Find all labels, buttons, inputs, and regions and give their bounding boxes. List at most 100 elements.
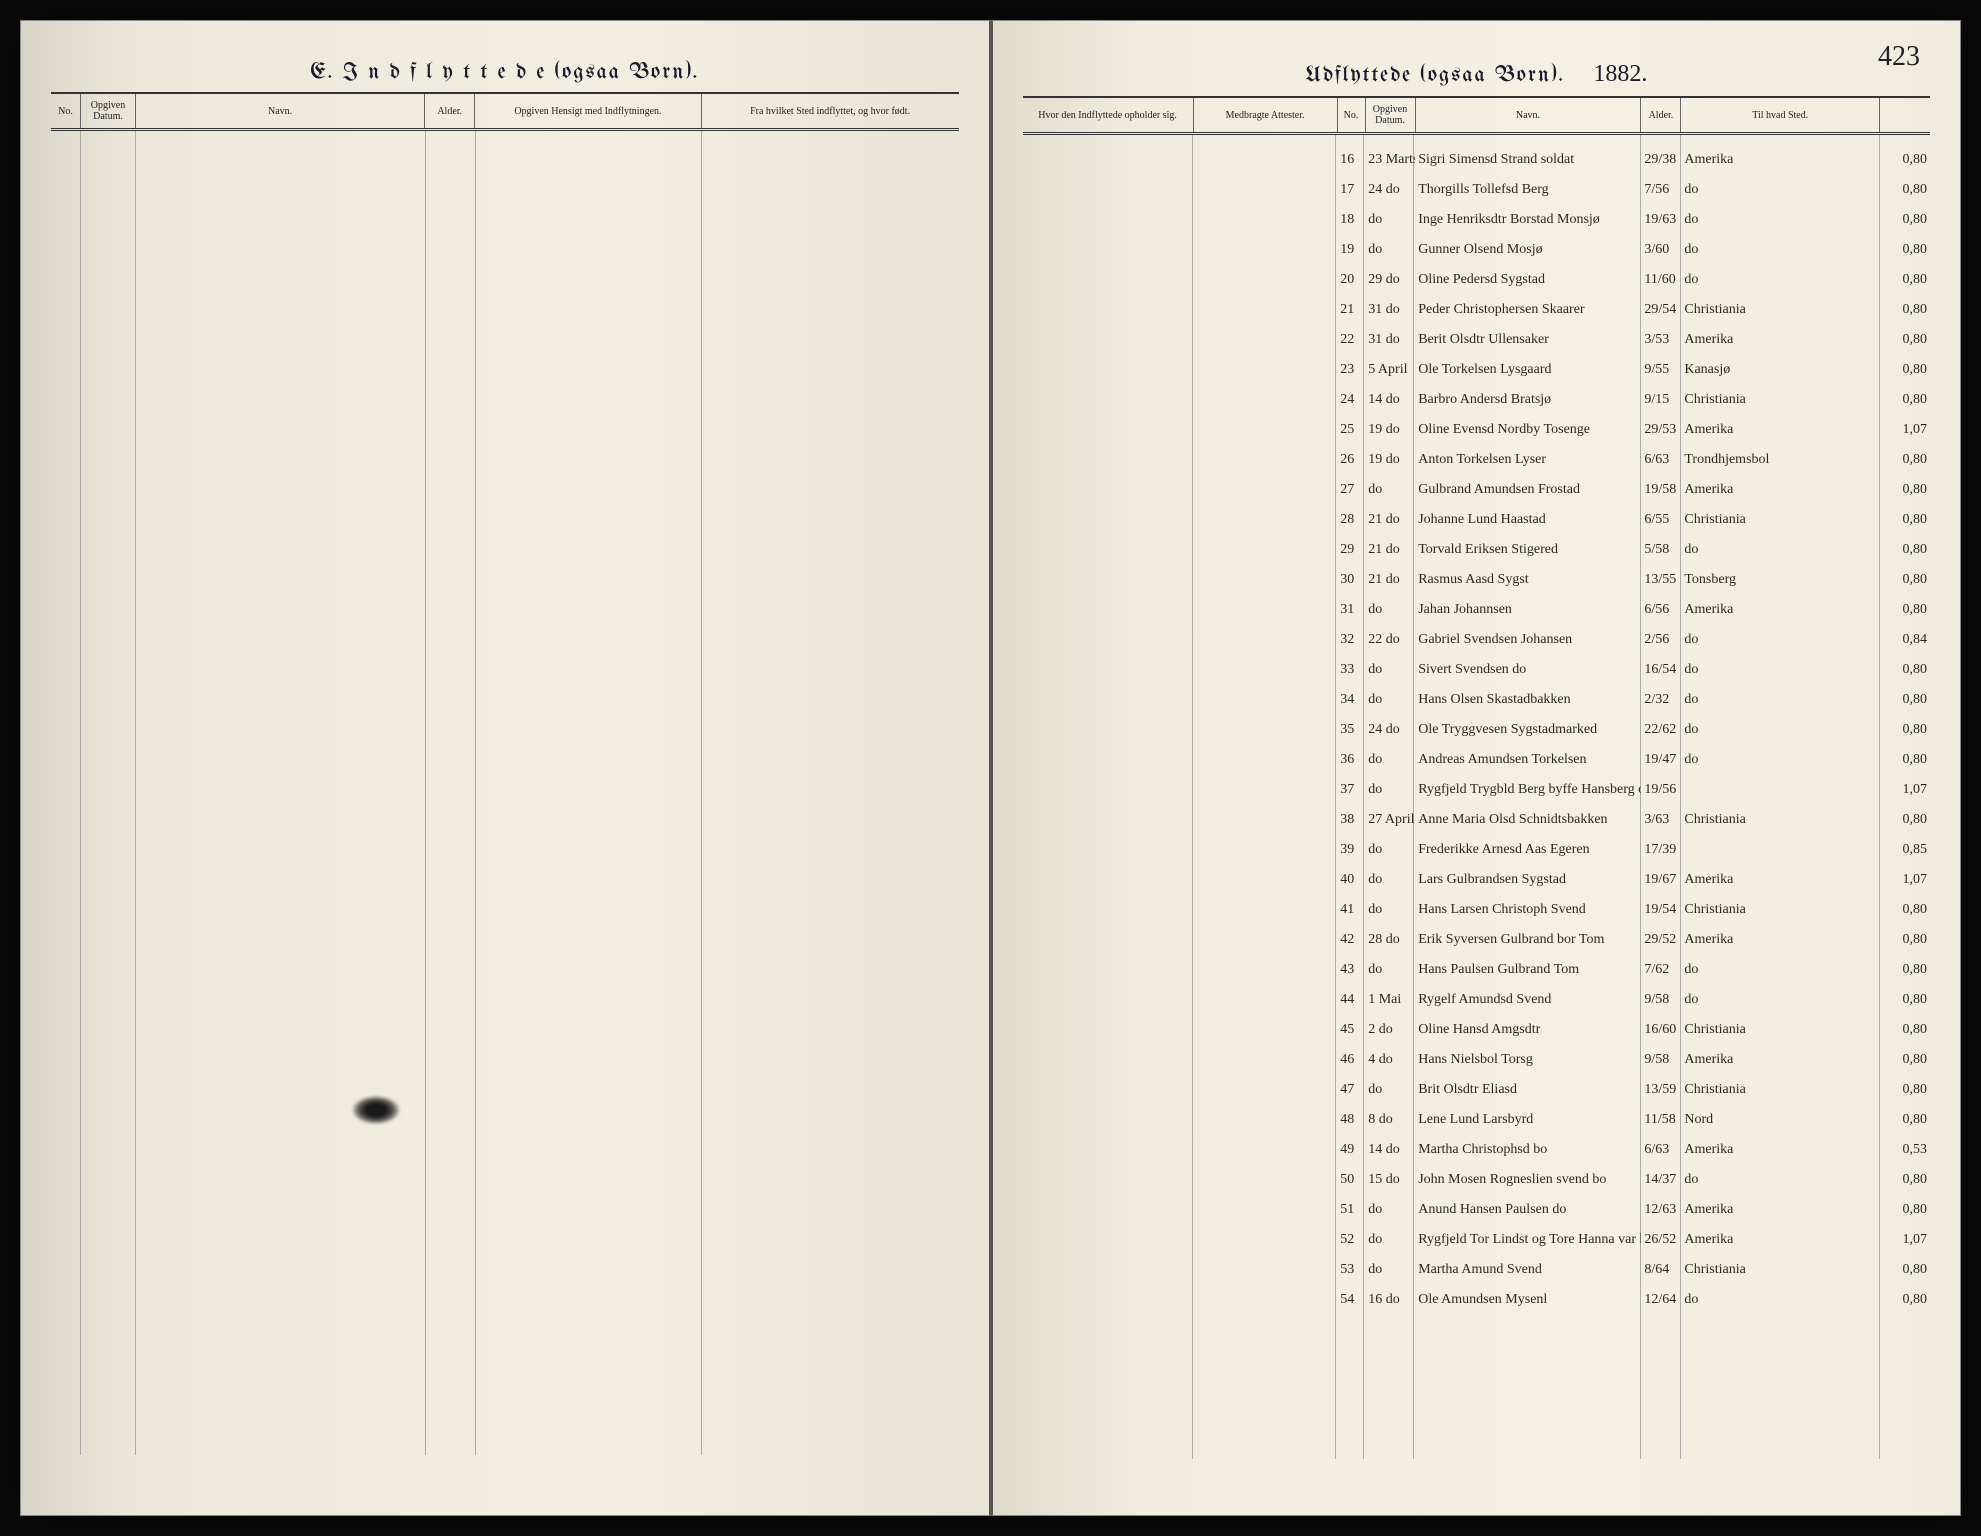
entry-row: 19doGunner Olsend Mosjø3/60do0,80 xyxy=(1023,235,1931,265)
cell-r-ald: 2/56 xyxy=(1641,632,1681,648)
cell-r-sted: Christiania xyxy=(1681,512,1880,528)
entries-container: 1623 MartsSigri Simensd Strand soldat29/… xyxy=(1023,135,1931,1315)
entry-row: 2821 doJohanne Lund Haastad6/55Christian… xyxy=(1023,505,1931,535)
entry-row: 2131 doPeder Christophersen Skaarer29/54… xyxy=(1023,295,1931,325)
cell-r-extra: 0,80 xyxy=(1880,722,1930,738)
hdr-ald: Alder. xyxy=(1641,98,1681,132)
hdr-alder: Alder. xyxy=(425,94,475,128)
cell-r-extra: 0,80 xyxy=(1880,1022,1930,1038)
cell-r-no: 36 xyxy=(1337,752,1365,768)
cell-r-navn: Lars Gulbrandsen Sygstad xyxy=(1415,872,1641,888)
cell-r-ald: 8/64 xyxy=(1641,1262,1681,1278)
cell-r-ald: 19/63 xyxy=(1641,212,1681,228)
book-spread: E. I n d f l y t t e d e (ogsaa Born). N… xyxy=(20,20,1961,1516)
cell-r-no: 41 xyxy=(1337,902,1365,918)
cell-r-ald: 22/62 xyxy=(1641,722,1681,738)
cell-r-dat: 31 do xyxy=(1365,332,1415,348)
cell-r-dat: do xyxy=(1365,212,1415,228)
cell-r-extra: 1,07 xyxy=(1880,422,1930,438)
cell-r-no: 24 xyxy=(1337,392,1365,408)
cell-r-extra: 1,07 xyxy=(1880,782,1930,798)
cell-r-extra: 0,80 xyxy=(1880,152,1930,168)
cell-r-no: 37 xyxy=(1337,782,1365,798)
entry-row: 33doSivert Svendsen do16/54do0,80 xyxy=(1023,655,1931,685)
entry-row: 51doAnund Hansen Paulsen do12/63Amerika0… xyxy=(1023,1195,1931,1225)
entry-row: 27doGulbrand Amundsen Frostad19/58Amerik… xyxy=(1023,475,1931,505)
cell-r-sted: Christiania xyxy=(1681,302,1880,318)
cell-r-sted: do xyxy=(1681,182,1880,198)
cell-r-no: 35 xyxy=(1337,722,1365,738)
hdr-no: No. xyxy=(1338,98,1366,132)
cell-r-no: 31 xyxy=(1337,602,1365,618)
cell-r-navn: Gulbrand Amundsen Frostad xyxy=(1415,482,1641,498)
cell-r-extra: 0,80 xyxy=(1880,602,1930,618)
cell-r-extra: 0,80 xyxy=(1880,932,1930,948)
entry-row: 47doBrit Olsdtr Eliasd13/59Christiania0,… xyxy=(1023,1075,1931,1105)
cell-r-navn: Inge Henriksdtr Borstad Monsjø xyxy=(1415,212,1641,228)
cell-r-extra: 0,80 xyxy=(1880,962,1930,978)
cell-r-no: 25 xyxy=(1337,422,1365,438)
ink-blot xyxy=(351,1095,401,1125)
cell-r-sted: do xyxy=(1681,542,1880,558)
cell-r-extra: 0,80 xyxy=(1880,1262,1930,1278)
cell-r-navn: Barbro Andersd Bratsjø xyxy=(1415,392,1641,408)
cell-r-dat: do xyxy=(1365,842,1415,858)
cell-r-navn: Martha Amund Svend xyxy=(1415,1262,1641,1278)
cell-r-ald: 12/63 xyxy=(1641,1202,1681,1218)
cell-r-navn: Anne Maria Olsd Schnidtsbakken xyxy=(1415,812,1641,828)
cell-r-navn: Anton Torkelsen Lyser xyxy=(1415,452,1641,468)
cell-r-navn: Lene Lund Larsbyrd xyxy=(1415,1112,1641,1128)
cell-r-navn: Sivert Svendsen do xyxy=(1415,662,1641,678)
cell-r-sted: do xyxy=(1681,632,1880,648)
cell-r-ald: 6/56 xyxy=(1641,602,1681,618)
cell-r-no: 40 xyxy=(1337,872,1365,888)
cell-r-dat: 23 Marts xyxy=(1365,152,1415,168)
cell-r-ald: 7/56 xyxy=(1641,182,1681,198)
cell-r-navn: Brit Olsdtr Eliasd xyxy=(1415,1082,1641,1098)
cell-r-sted: Amerika xyxy=(1681,332,1880,348)
cell-r-sted: Kanasjø xyxy=(1681,362,1880,378)
cell-r-dat: 21 do xyxy=(1365,512,1415,528)
cell-r-navn: Martha Christophsd bo xyxy=(1415,1142,1641,1158)
entry-row: 1623 MartsSigri Simensd Strand soldat29/… xyxy=(1023,145,1931,175)
right-page: 423 Udflyttede (ogsaa Born). 1882. Hvor … xyxy=(991,20,1962,1516)
cell-r-dat: 8 do xyxy=(1365,1112,1415,1128)
cell-r-dat: 21 do xyxy=(1365,572,1415,588)
cell-r-sted: Amerika xyxy=(1681,602,1880,618)
cell-r-dat: do xyxy=(1365,962,1415,978)
cell-r-no: 45 xyxy=(1337,1022,1365,1038)
entry-row: 2029 doOline Pedersd Sygstad11/60do0,80 xyxy=(1023,265,1931,295)
cell-r-sted: Amerika xyxy=(1681,422,1880,438)
cell-r-no: 47 xyxy=(1337,1082,1365,1098)
entry-row: 34doHans Olsen Skastadbakken2/32do0,80 xyxy=(1023,685,1931,715)
cell-r-dat: 15 do xyxy=(1365,1172,1415,1188)
cell-r-dat: do xyxy=(1365,902,1415,918)
cell-r-navn: Oline Pedersd Sygstad xyxy=(1415,272,1641,288)
entry-row: 1724 doThorgills Tollefsd Berg7/56do0,80 xyxy=(1023,175,1931,205)
cell-r-ald: 19/54 xyxy=(1641,902,1681,918)
cell-r-extra: 0,80 xyxy=(1880,1172,1930,1188)
cell-r-dat: 16 do xyxy=(1365,1292,1415,1308)
cell-r-ald: 13/55 xyxy=(1641,572,1681,588)
cell-r-no: 39 xyxy=(1337,842,1365,858)
cell-r-sted: do xyxy=(1681,1292,1880,1308)
cell-r-ald: 3/63 xyxy=(1641,812,1681,828)
entry-row: 2231 doBerit Olsdtr Ullensaker3/53Amerik… xyxy=(1023,325,1931,355)
entry-row: 441 MaiRygelf Amundsd Svend9/58do0,80 xyxy=(1023,985,1931,1015)
cell-r-no: 38 xyxy=(1337,812,1365,828)
cell-r-navn: Anund Hansen Paulsen do xyxy=(1415,1202,1641,1218)
cell-r-sted: do xyxy=(1681,992,1880,1008)
entry-row: 2519 doOline Evensd Nordby Tosenge29/53A… xyxy=(1023,415,1931,445)
entry-row: 464 doHans Nielsbol Torsg9/58Amerika0,80 xyxy=(1023,1045,1931,1075)
cell-r-ald: 29/53 xyxy=(1641,422,1681,438)
entry-row: 43doHans Paulsen Gulbrand Tom7/62do0,80 xyxy=(1023,955,1931,985)
cell-r-dat: 29 do xyxy=(1365,272,1415,288)
cell-r-extra: 0,80 xyxy=(1880,272,1930,288)
cell-r-extra: 0,80 xyxy=(1880,1202,1930,1218)
cell-r-extra: 0,80 xyxy=(1880,212,1930,228)
right-body: 1623 MartsSigri Simensd Strand soldat29/… xyxy=(1023,135,1931,1459)
cell-r-navn: Gabriel Svendsen Johansen xyxy=(1415,632,1641,648)
cell-r-extra: 0,80 xyxy=(1880,752,1930,768)
cell-r-navn: Rygfjeld Trygbld Berg byffe Hansberg og … xyxy=(1415,782,1641,798)
entry-row: 5015 doJohn Mosen Rogneslien svend bo14/… xyxy=(1023,1165,1931,1195)
